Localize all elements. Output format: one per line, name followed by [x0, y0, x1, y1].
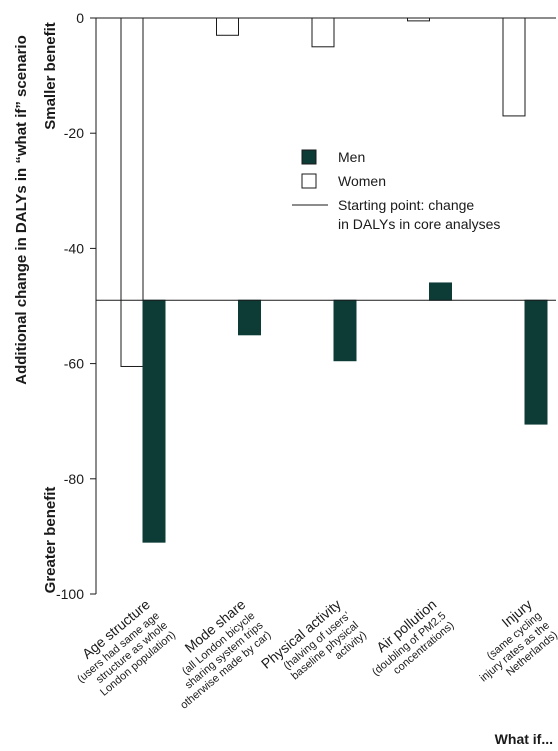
x-axis-title: What if...	[495, 731, 553, 747]
y-axis-label: Additional change in DALYs in “what if” …	[13, 35, 30, 385]
bar-women	[502, 17, 526, 117]
y-top-annotation: Smaller benefit	[42, 22, 59, 130]
y-tick-label: -20	[64, 125, 84, 141]
category-labels: Age structure(users had same agestructur…	[75, 596, 558, 712]
y-tick-label: -60	[64, 356, 84, 372]
legend: Men Women Starting point: change in DALYs i…	[292, 149, 500, 232]
category-label-group: Age structure(users had same agestructur…	[75, 596, 178, 699]
category-label-group: Air pollution(doubling of PM2.5concentra…	[370, 596, 456, 678]
bar-men	[524, 299, 548, 425]
bar-men	[142, 299, 166, 543]
y-tick-label: 0	[76, 10, 84, 26]
y-tick-label: -80	[64, 471, 84, 487]
bar-men	[238, 299, 261, 336]
legend-label: Women	[338, 173, 386, 189]
legend-label: Men	[338, 149, 365, 165]
y-bottom-annotation: Greater benefit	[42, 487, 59, 594]
y-tick-label: -40	[64, 240, 84, 256]
bar-women	[216, 17, 239, 36]
category-label-group: Physical activity(halving of users’basel…	[258, 596, 369, 682]
bar-men	[429, 282, 452, 301]
bar-women	[311, 17, 335, 48]
legend-line-label: Starting point: change	[338, 197, 474, 213]
legend-swatch	[301, 149, 317, 165]
bars	[120, 17, 548, 543]
legend-swatch	[301, 173, 317, 189]
y-ticks: 0 -20 -40 -60 -80 -100	[56, 10, 96, 602]
bar-women	[120, 17, 144, 367]
y-tick-label: -100	[56, 586, 84, 602]
bar-men	[333, 299, 357, 362]
legend-line-label: in DALYs in core analyses	[338, 216, 500, 232]
